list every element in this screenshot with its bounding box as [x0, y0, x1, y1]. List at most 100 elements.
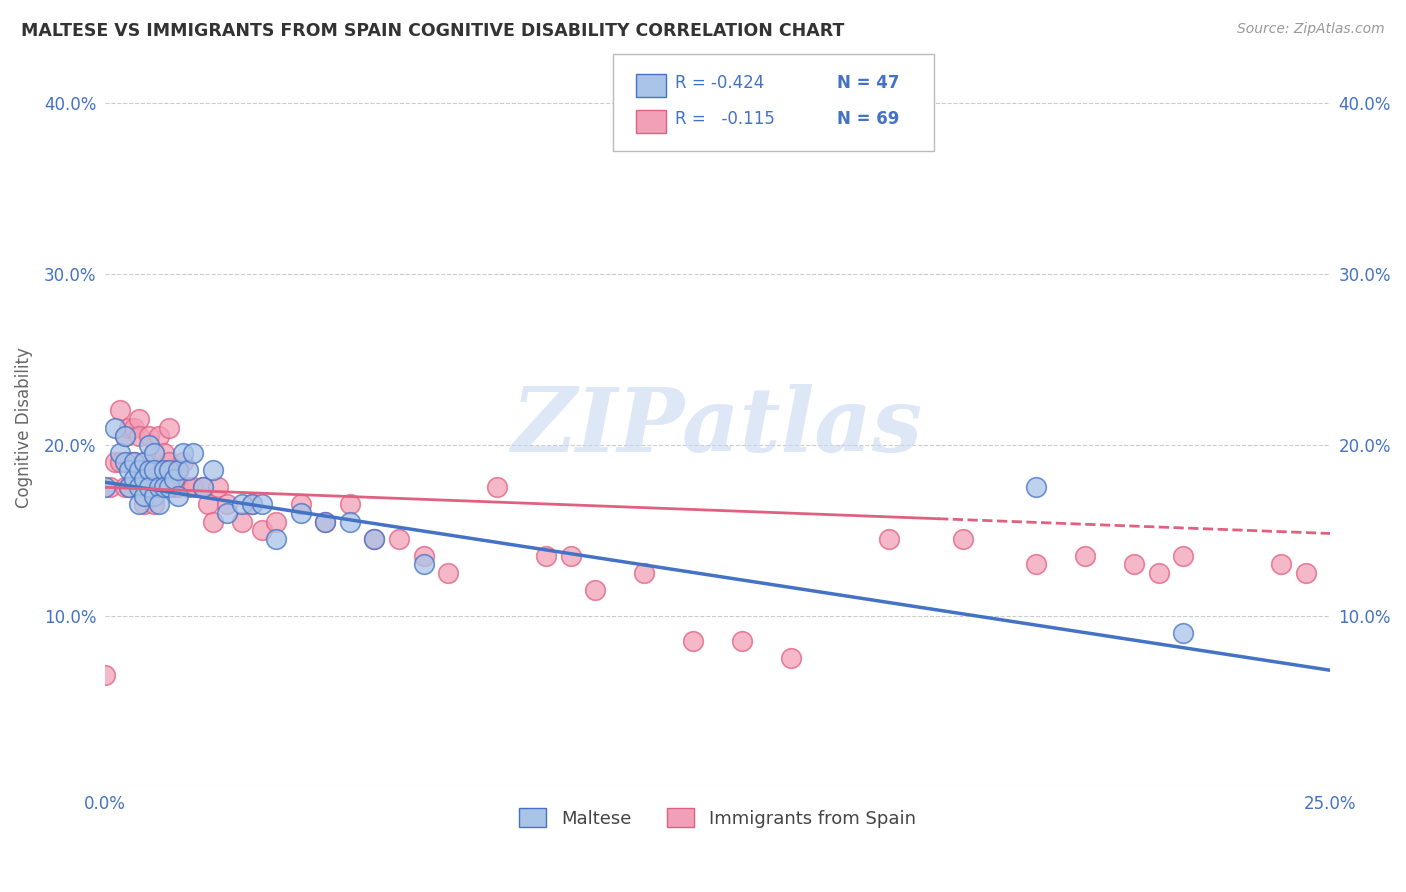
- Point: [388, 532, 411, 546]
- Point: [162, 472, 184, 486]
- Point: [266, 515, 288, 529]
- Point: [201, 515, 224, 529]
- Point: [128, 412, 150, 426]
- Text: N = 69: N = 69: [837, 110, 898, 128]
- Point: [148, 497, 170, 511]
- Point: [1270, 558, 1292, 572]
- Point: [1074, 549, 1097, 563]
- Text: ZIPatlas: ZIPatlas: [512, 384, 924, 471]
- Point: [231, 497, 253, 511]
- Point: [167, 463, 190, 477]
- Point: [134, 455, 156, 469]
- Point: [1171, 549, 1194, 563]
- Point: [94, 480, 117, 494]
- Point: [1025, 480, 1047, 494]
- Point: [138, 429, 160, 443]
- Point: [157, 420, 180, 434]
- Point: [177, 480, 200, 494]
- Point: [157, 463, 180, 477]
- Point: [152, 463, 174, 477]
- Y-axis label: Cognitive Disability: Cognitive Disability: [15, 347, 32, 508]
- Point: [485, 480, 508, 494]
- Point: [250, 497, 273, 511]
- Point: [240, 497, 263, 511]
- Text: R =   -0.115: R = -0.115: [675, 110, 775, 128]
- Text: R = -0.424: R = -0.424: [675, 74, 763, 92]
- Point: [124, 472, 146, 486]
- Point: [1123, 558, 1146, 572]
- Point: [1025, 558, 1047, 572]
- Point: [118, 480, 141, 494]
- Point: [134, 497, 156, 511]
- Point: [114, 429, 136, 443]
- Point: [682, 634, 704, 648]
- Point: [104, 455, 127, 469]
- Point: [167, 480, 190, 494]
- Point: [290, 497, 312, 511]
- Point: [1147, 566, 1170, 580]
- Point: [142, 446, 165, 460]
- Point: [172, 455, 194, 469]
- Point: [534, 549, 557, 563]
- Point: [412, 558, 434, 572]
- Point: [191, 480, 214, 494]
- Point: [780, 651, 803, 665]
- Point: [118, 455, 141, 469]
- Point: [138, 480, 160, 494]
- Point: [142, 480, 165, 494]
- Text: N = 47: N = 47: [837, 74, 898, 92]
- Point: [952, 532, 974, 546]
- Point: [560, 549, 582, 563]
- Point: [231, 515, 253, 529]
- Point: [157, 455, 180, 469]
- Point: [138, 480, 160, 494]
- Point: [197, 497, 219, 511]
- Text: Source: ZipAtlas.com: Source: ZipAtlas.com: [1237, 22, 1385, 37]
- Point: [201, 463, 224, 477]
- Point: [134, 489, 156, 503]
- Point: [128, 463, 150, 477]
- Point: [142, 463, 165, 477]
- Point: [250, 523, 273, 537]
- Point: [152, 480, 174, 494]
- Point: [124, 420, 146, 434]
- Point: [162, 480, 184, 494]
- Point: [128, 497, 150, 511]
- Point: [94, 668, 117, 682]
- Point: [148, 480, 170, 494]
- Point: [314, 515, 336, 529]
- Point: [412, 549, 434, 563]
- Point: [266, 532, 288, 546]
- Point: [108, 455, 131, 469]
- Point: [104, 420, 127, 434]
- Point: [1171, 625, 1194, 640]
- Point: [134, 472, 156, 486]
- Point: [108, 446, 131, 460]
- Point: [142, 446, 165, 460]
- Point: [181, 480, 204, 494]
- Point: [138, 463, 160, 477]
- Point: [633, 566, 655, 580]
- Point: [148, 429, 170, 443]
- Point: [191, 480, 214, 494]
- Point: [290, 506, 312, 520]
- Point: [363, 532, 385, 546]
- Point: [118, 480, 141, 494]
- Point: [207, 480, 229, 494]
- Point: [217, 506, 239, 520]
- Point: [114, 480, 136, 494]
- Point: [1295, 566, 1317, 580]
- Point: [167, 489, 190, 503]
- Point: [339, 515, 361, 529]
- Point: [138, 437, 160, 451]
- Point: [157, 480, 180, 494]
- Point: [177, 463, 200, 477]
- Point: [138, 463, 160, 477]
- Point: [134, 480, 156, 494]
- Point: [437, 566, 460, 580]
- Point: [108, 403, 131, 417]
- Legend: Maltese, Immigrants from Spain: Maltese, Immigrants from Spain: [512, 801, 924, 835]
- Point: [731, 634, 754, 648]
- Point: [152, 446, 174, 460]
- Point: [142, 497, 165, 511]
